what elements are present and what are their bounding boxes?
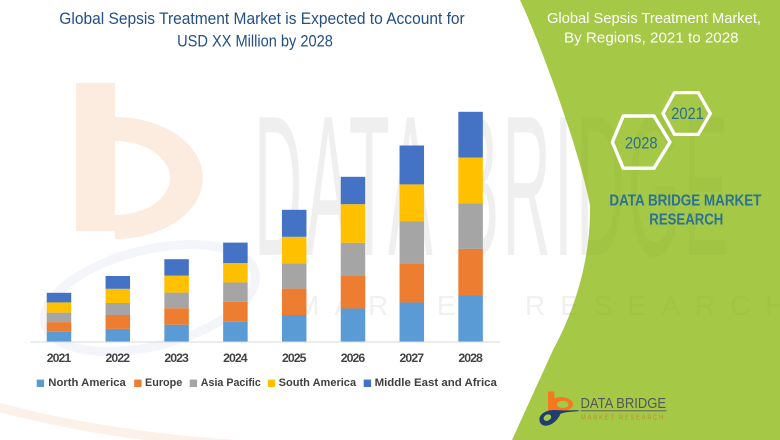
svg-text:2021: 2021 bbox=[671, 105, 704, 123]
svg-text:Asia Pacific: Asia Pacific bbox=[201, 377, 261, 389]
svg-text:2028: 2028 bbox=[625, 134, 658, 152]
svg-text:2027: 2027 bbox=[400, 351, 425, 365]
svg-text:South America: South America bbox=[279, 377, 357, 389]
svg-text:RESEARCH: RESEARCH bbox=[649, 212, 723, 229]
svg-text:Middle East and Africa: Middle East and Africa bbox=[375, 377, 498, 389]
svg-text:2021: 2021 bbox=[47, 351, 72, 365]
svg-text:2028: 2028 bbox=[458, 351, 483, 365]
svg-text:Europe: Europe bbox=[145, 377, 182, 389]
svg-text:DATA BRIDGE: DATA BRIDGE bbox=[581, 396, 667, 412]
svg-text:MARKET RESEARCH: MARKET RESEARCH bbox=[581, 415, 665, 422]
svg-text:2023: 2023 bbox=[164, 351, 189, 365]
svg-text:By Regions, 2021 to 2028: By Regions, 2021 to 2028 bbox=[564, 31, 739, 47]
svg-text:2026: 2026 bbox=[341, 351, 366, 365]
svg-text:North America: North America bbox=[48, 377, 126, 389]
svg-text:Global Sepsis Treatment Market: Global Sepsis Treatment Market, bbox=[547, 11, 761, 27]
svg-text:2022: 2022 bbox=[106, 351, 131, 365]
svg-text:2025: 2025 bbox=[282, 351, 307, 365]
svg-text:USD XX Million by 2028: USD XX Million by 2028 bbox=[177, 32, 333, 50]
svg-text:DATA BRIDGE MARKET: DATA BRIDGE MARKET bbox=[609, 193, 761, 210]
svg-text:Global Sepsis Treatment Market: Global Sepsis Treatment Market is Expect… bbox=[59, 10, 465, 28]
svg-text:2024: 2024 bbox=[223, 351, 248, 365]
